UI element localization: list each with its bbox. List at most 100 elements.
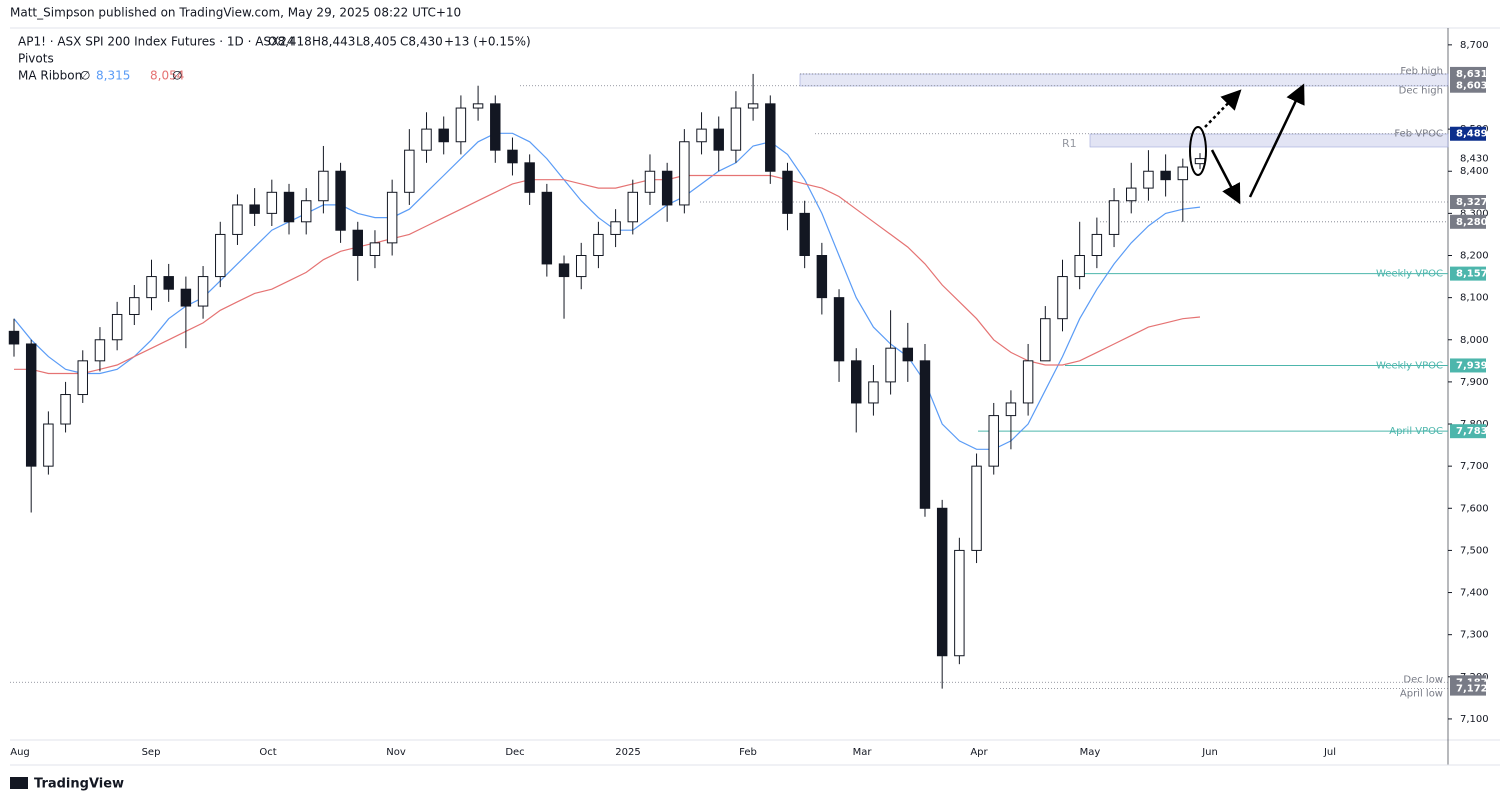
candle-body <box>558 263 570 278</box>
price-badge <box>1450 266 1486 281</box>
candle-body <box>730 107 742 151</box>
price-badge <box>1450 214 1486 229</box>
candle-body <box>1040 318 1051 362</box>
price-badge <box>1450 66 1486 81</box>
candle-body <box>765 103 776 172</box>
candle-body <box>111 313 123 341</box>
candle-body <box>747 103 759 109</box>
candle-body <box>988 415 999 467</box>
candle-body <box>146 276 157 299</box>
y-tick-label: 7,100 <box>1460 714 1489 725</box>
indicator: MA Ribbon <box>18 69 82 83</box>
ohlc-open: O8,418 <box>268 35 312 49</box>
candle-body <box>868 381 879 404</box>
candle-body <box>885 347 896 383</box>
highlight-ellipse <box>1189 126 1207 176</box>
y-tick-label: 7,400 <box>1460 588 1489 599</box>
level-label: April VPOC <box>1389 426 1443 437</box>
candle-body <box>919 360 931 509</box>
price-badge-label: 7,939 <box>1456 360 1488 371</box>
x-tick-label: Mar <box>853 747 873 758</box>
candle-body <box>851 360 862 404</box>
price-badge-label: 8,631 <box>1456 69 1488 80</box>
level-label: Weekly VPOC <box>1376 269 1443 280</box>
candle-body <box>1108 200 1120 235</box>
candle-body <box>455 107 467 143</box>
candle-body <box>679 141 690 206</box>
x-tick-label: Apr <box>970 747 988 758</box>
price-badge-label: 8,157 <box>1456 269 1488 280</box>
candle-body <box>197 276 209 307</box>
candle-body <box>524 162 535 193</box>
candle-body <box>1074 255 1085 278</box>
candle-body <box>94 339 106 362</box>
level-label: Feb high <box>1400 66 1443 77</box>
x-tick-label: Oct <box>259 747 276 758</box>
candle-body <box>352 229 363 257</box>
candle-body <box>386 191 398 244</box>
x-tick-label: Sep <box>142 747 161 758</box>
candle-body <box>472 103 484 109</box>
legend-entry: 8,315 <box>96 69 130 83</box>
candle-body <box>163 276 174 290</box>
candle-body <box>421 128 432 151</box>
ohlc-close: C8,430 <box>400 35 443 49</box>
candle-body <box>902 347 914 362</box>
arrow-down <box>1210 149 1241 205</box>
candle-body <box>713 128 724 151</box>
candle-body <box>696 128 707 143</box>
level-label: Feb VPOC <box>1394 129 1443 140</box>
ohlc-low: L8,405 <box>356 35 397 49</box>
price-badge <box>1450 194 1486 209</box>
candle-body <box>300 200 312 223</box>
candle-body <box>249 204 260 214</box>
symbol: AP1! · ASX SPI 200 Index Futures · 1D · … <box>18 35 295 49</box>
last-price-label: 8,430 <box>1460 154 1489 165</box>
indicator-flag: ∅ <box>80 69 90 83</box>
y-tick-label: 8,300 <box>1460 208 1489 219</box>
y-tick-label: 7,700 <box>1460 461 1489 472</box>
ohlc-change: +13 (+0.15%) <box>444 35 531 49</box>
price-badge-label: 7,172 <box>1456 684 1488 695</box>
price-badge-label: 8,280 <box>1456 217 1488 228</box>
candle-body <box>971 465 982 551</box>
price-badge <box>1450 681 1486 696</box>
candle-body <box>43 423 54 467</box>
candle-body <box>507 149 518 164</box>
candle-body <box>661 170 673 206</box>
candle-body <box>1057 276 1068 320</box>
candle-body <box>644 170 656 193</box>
ma-line <box>13 132 1201 450</box>
candle-body <box>1022 360 1034 404</box>
y-tick-label: 7,900 <box>1460 377 1489 388</box>
price-badge-label: 8,489 <box>1456 129 1488 140</box>
candle-body <box>936 507 948 657</box>
candle-body <box>335 170 346 231</box>
candle-body <box>25 343 37 467</box>
x-tick-label: 2025 <box>615 747 640 758</box>
x-tick-label: May <box>1080 747 1101 758</box>
price-badge-label: 8,603 <box>1456 81 1488 92</box>
candle-body <box>404 149 415 193</box>
candle-body <box>1126 187 1137 202</box>
candle-body <box>816 255 828 299</box>
x-tick-label: Jul <box>1323 747 1336 758</box>
level-label: Dec high <box>1399 86 1443 97</box>
candle-body <box>77 360 88 396</box>
ohlc-high: H8,443 <box>312 35 355 49</box>
ma-line <box>14 174 1201 375</box>
y-tick-label: 8,700 <box>1460 40 1489 51</box>
y-tick-label: 8,100 <box>1460 293 1489 304</box>
candle-body <box>180 288 192 307</box>
candle-body <box>232 204 243 235</box>
x-tick-label: Nov <box>386 747 406 758</box>
y-tick-label: 7,300 <box>1460 630 1489 641</box>
price-badge <box>1450 424 1486 439</box>
candle-body <box>215 233 226 278</box>
candle-body <box>438 128 449 143</box>
candle-body <box>799 212 810 257</box>
candle-body <box>490 103 501 151</box>
y-tick-label: 8,400 <box>1460 166 1489 177</box>
candle-body <box>1194 158 1206 165</box>
